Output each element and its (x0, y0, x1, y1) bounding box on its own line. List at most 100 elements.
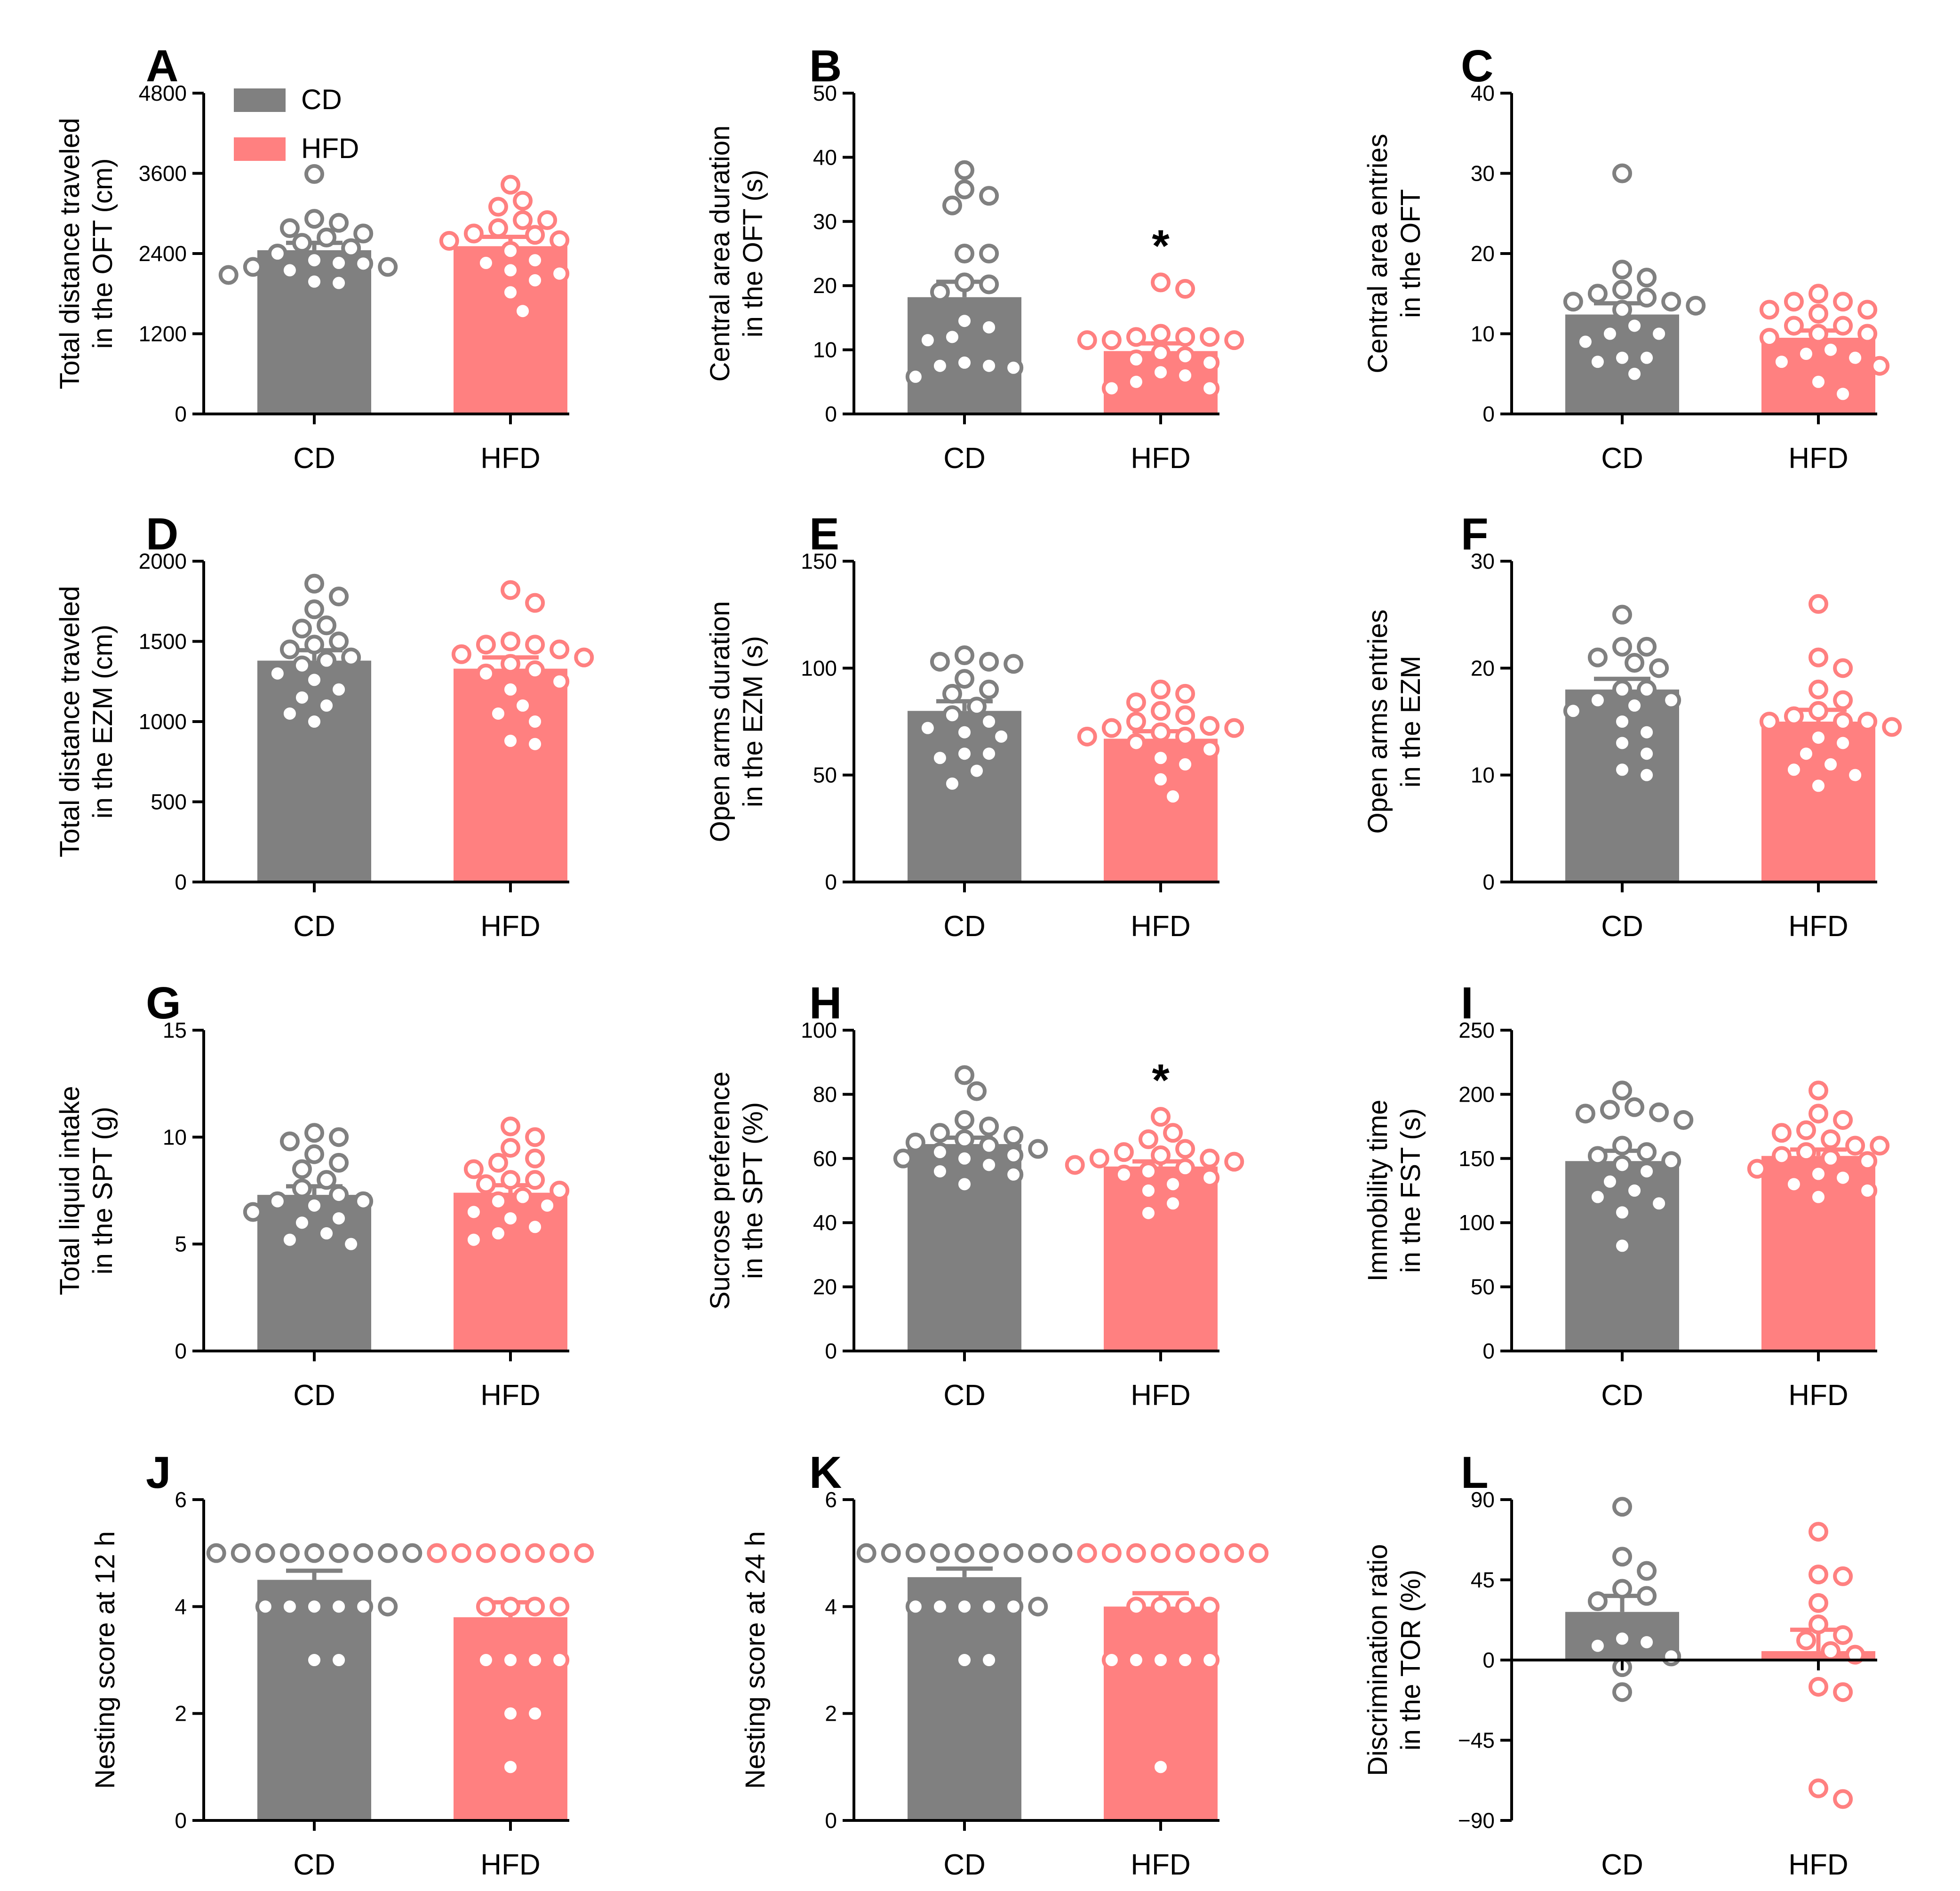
data-point-cd (955, 669, 974, 689)
y-tick-label: 0 (175, 402, 187, 426)
data-point-cd (1587, 1591, 1608, 1611)
bar-hfd (454, 668, 567, 882)
data-point-cd (304, 712, 324, 731)
x-tick-label-hfd: HFD (480, 1379, 540, 1412)
data-point-cd (1612, 760, 1632, 780)
data-point-hfd (1833, 1682, 1853, 1702)
y-tick-label: 0 (825, 1808, 837, 1833)
data-point-cd (304, 1123, 324, 1143)
data-point-cd (1004, 1145, 1024, 1165)
data-point-cd (917, 718, 938, 738)
data-point-cd (1600, 1100, 1620, 1120)
data-point-cd (1661, 1646, 1681, 1667)
data-point-cd (1661, 292, 1681, 312)
data-point-hfd (463, 223, 484, 244)
data-point-hfd (501, 631, 520, 652)
data-point-hfd (1175, 1543, 1195, 1563)
data-point-cd (304, 1597, 324, 1617)
data-point-cd (881, 1543, 901, 1563)
data-point-cd (329, 1597, 349, 1617)
bar-cd (257, 660, 371, 882)
data-point-cd (218, 265, 239, 285)
y-tick-label: 20 (1471, 241, 1495, 266)
data-point-hfd (513, 695, 533, 715)
data-point-cd (329, 1127, 349, 1147)
data-point-cd (1612, 1136, 1632, 1156)
data-point-hfd (1175, 726, 1195, 747)
data-point-cd (378, 257, 398, 277)
panel-letter: L (1461, 1447, 1489, 1498)
data-point-cd (1625, 316, 1645, 336)
data-point-hfd (1077, 1543, 1097, 1563)
data-point-cd (979, 186, 999, 206)
legend-label-hfd: HFD (301, 133, 359, 164)
data-point-hfd (476, 635, 496, 655)
x-tick-label-hfd: HFD (480, 1849, 540, 1881)
data-point-cd (353, 254, 374, 274)
data-point-cd (955, 1650, 974, 1670)
data-point-hfd (501, 282, 520, 302)
data-point-cd (905, 1132, 925, 1152)
data-point-hfd (1784, 316, 1804, 336)
data-point-cd (329, 679, 349, 699)
data-point-hfd (1809, 372, 1828, 392)
data-point-hfd (574, 1543, 594, 1563)
y-tick-label: 0 (175, 870, 187, 894)
data-point-hfd (1200, 1543, 1220, 1563)
x-tick-label-cd: CD (1601, 442, 1643, 475)
panel-f: F Open arms entries in the EZM CD HFD 0 10 20 30 (1362, 509, 1902, 943)
data-point-cd (1587, 647, 1608, 667)
y-tick-label: 1500 (139, 629, 187, 654)
data-point-hfd (1809, 1778, 1828, 1798)
data-point-cd (930, 1543, 950, 1563)
data-point-hfd (1249, 1543, 1269, 1563)
data-point-hfd (1163, 787, 1183, 807)
data-point-hfd (1151, 1543, 1171, 1563)
data-point-hfd (525, 1597, 545, 1617)
data-point-cd (1649, 324, 1669, 344)
y-tick-label: 0 (825, 402, 837, 426)
data-point-hfd (1151, 362, 1171, 382)
data-point-hfd (1809, 1593, 1828, 1613)
data-point-cd (955, 244, 974, 263)
data-point-hfd (525, 1217, 545, 1237)
y-axis-label: Sucrose preference (705, 1072, 735, 1310)
data-point-cd (1612, 1682, 1632, 1702)
panel-a: A Total distance traveled in the OFT (cm) C… (55, 41, 570, 475)
data-point-hfd (501, 1650, 520, 1670)
data-point-cd (317, 695, 337, 715)
data-point-cd (1637, 1586, 1657, 1606)
data-point-hfd (1175, 1650, 1195, 1670)
data-point-cd (378, 1597, 398, 1617)
data-point-hfd (1200, 1597, 1220, 1617)
data-point-cd (1612, 679, 1632, 699)
data-point-cd (1052, 1543, 1073, 1563)
data-point-hfd (1857, 1181, 1878, 1200)
data-point-hfd (1101, 378, 1122, 398)
data-point-hfd (1151, 701, 1171, 721)
data-point-cd (1587, 1146, 1608, 1166)
data-point-cd (1004, 654, 1024, 674)
y-tick-label: 40 (813, 145, 837, 169)
data-point-cd (329, 1543, 349, 1563)
data-point-hfd (1138, 1161, 1158, 1182)
data-point-hfd (488, 1152, 508, 1173)
data-point-cd (979, 356, 999, 376)
data-point-hfd (1163, 1123, 1183, 1143)
y-tick-label: 100 (1458, 1210, 1495, 1235)
data-point-hfd (1809, 679, 1828, 699)
data-point-hfd (1151, 748, 1171, 768)
data-point-cd (329, 1185, 349, 1205)
y-tick-label: 4 (825, 1594, 837, 1619)
bar-hfd (1104, 1166, 1218, 1351)
y-tick-label: 6 (825, 1487, 837, 1512)
y-tick-label: −90 (1458, 1808, 1495, 1833)
y-axis-label: in the OFT (s) (738, 170, 768, 338)
x-tick-label-hfd: HFD (1788, 1379, 1848, 1412)
data-point-cd (304, 271, 324, 292)
bar-cd (1565, 1161, 1679, 1351)
data-point-hfd (501, 1116, 520, 1136)
data-point-hfd (1224, 1152, 1244, 1172)
data-point-cd (955, 160, 974, 180)
